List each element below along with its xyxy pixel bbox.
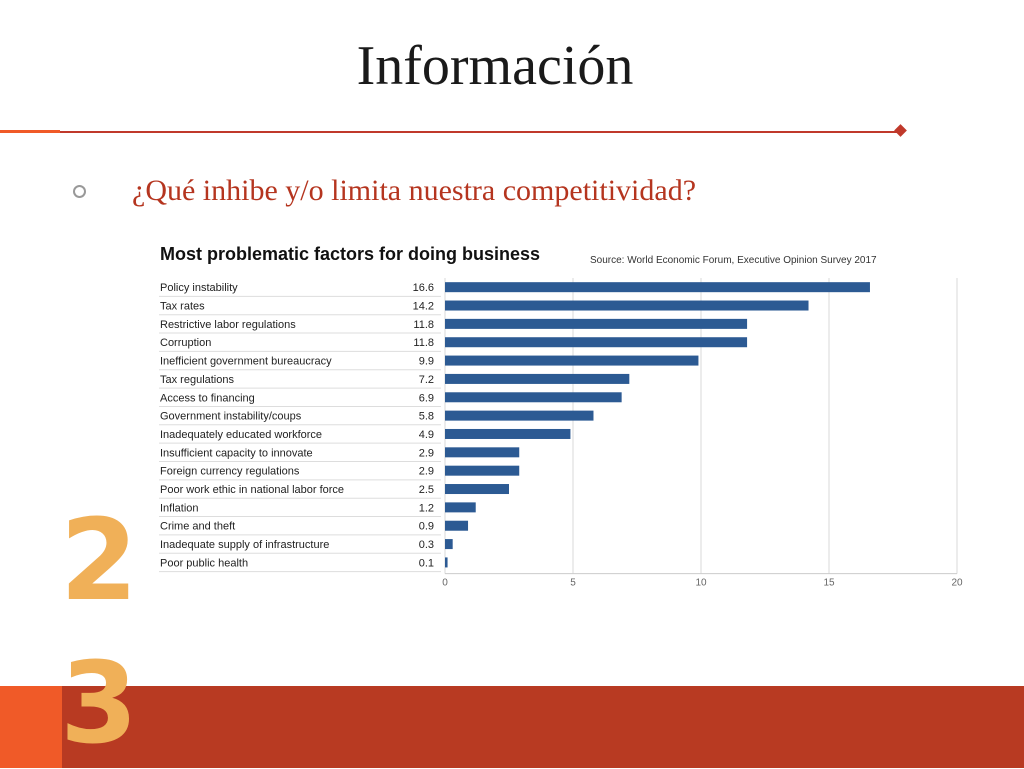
- x-tick-label: 0: [442, 578, 448, 589]
- bar: [445, 300, 809, 311]
- bar: [445, 282, 870, 293]
- bar: [445, 557, 448, 568]
- category-label: Poor public health: [160, 557, 248, 569]
- value-label: 0.9: [419, 521, 434, 533]
- footer-accent: [0, 686, 62, 768]
- value-label: 5.8: [419, 411, 434, 423]
- category-label: Inefficient government bureaucracy: [160, 356, 332, 368]
- category-rows: Policy instability 16.6 Tax rates 14.2 Restr…: [159, 282, 441, 573]
- bar: [445, 318, 748, 329]
- bar: [445, 337, 748, 348]
- value-label: 11.8: [413, 319, 434, 331]
- category-label: Restrictive labor regulations: [160, 319, 296, 331]
- x-axis-ticks: 0 5 10 15 20: [442, 578, 963, 589]
- category-label: Policy instability: [160, 282, 238, 294]
- slide-title: Información: [356, 35, 634, 97]
- bar: [445, 447, 520, 458]
- category-label: Access to financing: [160, 392, 255, 404]
- category-label: Corruption: [160, 337, 211, 349]
- x-tick-label: 20: [951, 578, 963, 589]
- category-label: Inadequate supply of infrastructure: [160, 539, 329, 551]
- category-label: Inflation: [160, 502, 199, 514]
- value-label: 11.8: [413, 337, 434, 349]
- value-label: 1.2: [419, 502, 434, 514]
- bullet-icon: [73, 185, 86, 198]
- title-underline-accent: [0, 130, 60, 133]
- bar: [445, 410, 594, 421]
- bar: [445, 502, 476, 513]
- bar-chart: Most problematic factors for doing busin…: [159, 244, 963, 589]
- bar: [445, 465, 520, 476]
- value-label: 2.5: [419, 484, 434, 496]
- value-label: 6.9: [419, 392, 434, 404]
- x-tick-label: 5: [570, 578, 576, 589]
- value-label: 7.2: [419, 374, 434, 386]
- category-label: Foreign currency regulations: [160, 466, 300, 478]
- footer-bar: [62, 686, 1024, 768]
- category-label: Tax regulations: [160, 374, 234, 386]
- slide-question: ¿Qué inhibe y/o limita nuestra competiti…: [132, 174, 697, 207]
- bar: [445, 539, 453, 550]
- category-label: Crime and theft: [160, 521, 235, 533]
- value-label: 2.9: [419, 466, 434, 478]
- value-label: 16.6: [413, 282, 434, 294]
- bar: [445, 355, 699, 366]
- bar: [445, 484, 509, 495]
- title-underline: [60, 131, 900, 133]
- bar: [445, 373, 630, 384]
- x-tick-label: 10: [695, 578, 707, 589]
- value-label: 0.3: [419, 539, 434, 551]
- category-label: Inadequately educated workforce: [160, 429, 322, 441]
- bar: [445, 428, 571, 439]
- category-label: Tax rates: [160, 301, 205, 313]
- bar: [445, 520, 469, 531]
- bars: [445, 282, 870, 568]
- bar: [445, 392, 622, 403]
- category-label: Insufficient capacity to innovate: [160, 447, 313, 459]
- chart-source: Source: World Economic Forum, Executive …: [590, 255, 877, 266]
- value-label: 4.9: [419, 429, 434, 441]
- decorative-digit-3: 3: [60, 639, 138, 769]
- value-label: 2.9: [419, 447, 434, 459]
- value-label: 9.9: [419, 356, 434, 368]
- value-label: 14.2: [413, 301, 434, 313]
- decorative-digit-2: 2: [60, 496, 138, 626]
- x-tick-label: 15: [823, 578, 835, 589]
- value-label: 0.1: [419, 557, 434, 569]
- chart-title: Most problematic factors for doing busin…: [160, 244, 540, 264]
- category-label: Poor work ethic in national labor force: [160, 484, 344, 496]
- category-label: Government instability/coups: [160, 411, 302, 423]
